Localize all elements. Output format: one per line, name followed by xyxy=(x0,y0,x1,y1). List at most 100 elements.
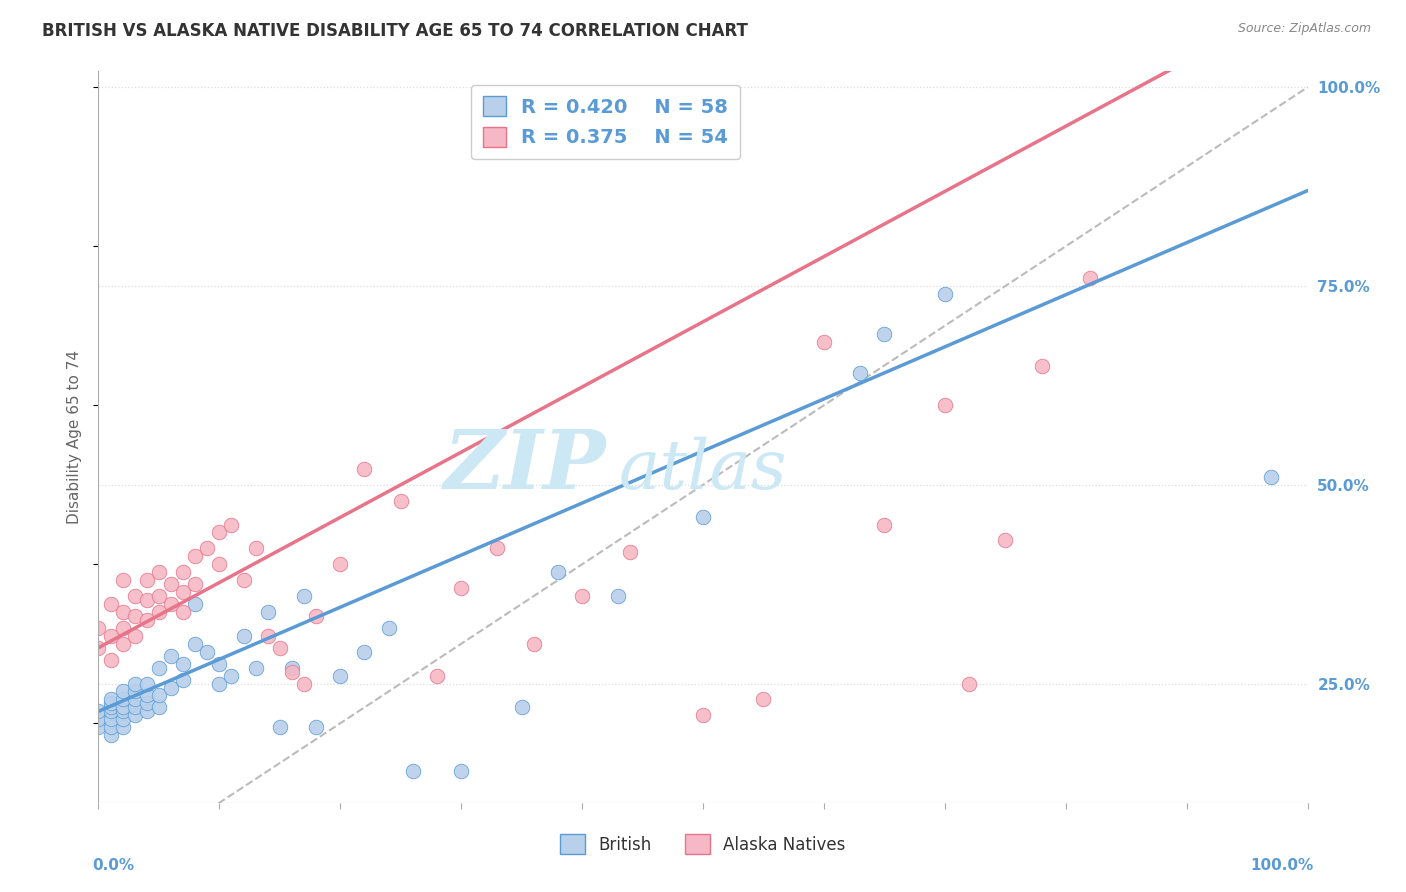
Point xyxy=(111,705,134,719)
Text: Source: ZipAtlas.com: Source: ZipAtlas.com xyxy=(1237,22,1371,36)
Point xyxy=(292,676,315,690)
Point xyxy=(195,541,218,556)
Point xyxy=(148,605,170,619)
Point xyxy=(111,684,134,698)
Point xyxy=(100,720,122,734)
Point xyxy=(124,708,146,723)
Point xyxy=(135,613,157,627)
Point xyxy=(87,640,110,655)
Point xyxy=(934,398,956,412)
Point xyxy=(135,689,157,703)
Point xyxy=(135,573,157,587)
Point xyxy=(292,589,315,603)
Text: atlas: atlas xyxy=(619,436,787,503)
Point xyxy=(426,668,449,682)
Point xyxy=(148,700,170,714)
Text: BRITISH VS ALASKA NATIVE DISABILITY AGE 65 TO 74 CORRELATION CHART: BRITISH VS ALASKA NATIVE DISABILITY AGE … xyxy=(42,22,748,40)
Point xyxy=(752,692,775,706)
Point xyxy=(135,593,157,607)
Point xyxy=(1078,271,1101,285)
Point xyxy=(510,700,533,714)
Text: 100.0%: 100.0% xyxy=(1250,858,1313,872)
Point xyxy=(100,728,122,742)
Point xyxy=(148,689,170,703)
Point xyxy=(124,676,146,690)
Text: ZIP: ZIP xyxy=(444,426,606,507)
Point xyxy=(111,621,134,635)
Y-axis label: Disability Age 65 to 74: Disability Age 65 to 74 xyxy=(67,350,83,524)
Point xyxy=(111,692,134,706)
Point xyxy=(269,720,291,734)
Point xyxy=(184,637,207,651)
Text: 0.0%: 0.0% xyxy=(93,858,135,872)
Point xyxy=(172,585,194,599)
Point xyxy=(195,645,218,659)
Point xyxy=(100,705,122,719)
Point xyxy=(245,660,267,674)
Point xyxy=(450,764,472,778)
Point xyxy=(148,566,170,580)
Point xyxy=(221,517,243,532)
Point xyxy=(547,566,569,580)
Point xyxy=(148,589,170,603)
Point xyxy=(402,764,425,778)
Point xyxy=(994,533,1017,548)
Point xyxy=(135,705,157,719)
Point xyxy=(305,609,328,624)
Point xyxy=(232,629,254,643)
Point xyxy=(100,597,122,611)
Point xyxy=(813,334,835,349)
Point xyxy=(221,668,243,682)
Point xyxy=(607,589,630,603)
Point xyxy=(111,637,134,651)
Point xyxy=(111,720,134,734)
Point xyxy=(329,558,352,572)
Point xyxy=(184,597,207,611)
Point xyxy=(100,700,122,714)
Point xyxy=(873,517,896,532)
Point xyxy=(1260,470,1282,484)
Point xyxy=(269,640,291,655)
Point xyxy=(111,700,134,714)
Point xyxy=(172,605,194,619)
Point xyxy=(160,597,183,611)
Point xyxy=(692,708,714,723)
Point xyxy=(100,712,122,726)
Point xyxy=(377,621,399,635)
Point xyxy=(619,545,641,559)
Point xyxy=(87,621,110,635)
Point xyxy=(281,665,304,679)
Point xyxy=(124,609,146,624)
Point xyxy=(184,549,207,564)
Point xyxy=(172,657,194,671)
Point xyxy=(353,645,375,659)
Point xyxy=(256,629,278,643)
Point xyxy=(160,648,183,663)
Point xyxy=(245,541,267,556)
Point xyxy=(1031,359,1053,373)
Point xyxy=(87,712,110,726)
Point xyxy=(135,697,157,711)
Point xyxy=(232,573,254,587)
Point xyxy=(124,589,146,603)
Point xyxy=(305,720,328,734)
Point xyxy=(873,326,896,341)
Point xyxy=(124,684,146,698)
Point xyxy=(87,720,110,734)
Point xyxy=(571,589,593,603)
Legend: British, Alaska Natives: British, Alaska Natives xyxy=(554,828,852,860)
Point xyxy=(172,673,194,687)
Point xyxy=(124,700,146,714)
Point xyxy=(934,287,956,301)
Point xyxy=(148,660,170,674)
Point xyxy=(124,629,146,643)
Point xyxy=(523,637,546,651)
Point xyxy=(100,629,122,643)
Point xyxy=(256,605,278,619)
Point xyxy=(353,462,375,476)
Point xyxy=(100,692,122,706)
Point xyxy=(100,697,122,711)
Point xyxy=(692,509,714,524)
Point xyxy=(389,493,412,508)
Point xyxy=(160,681,183,695)
